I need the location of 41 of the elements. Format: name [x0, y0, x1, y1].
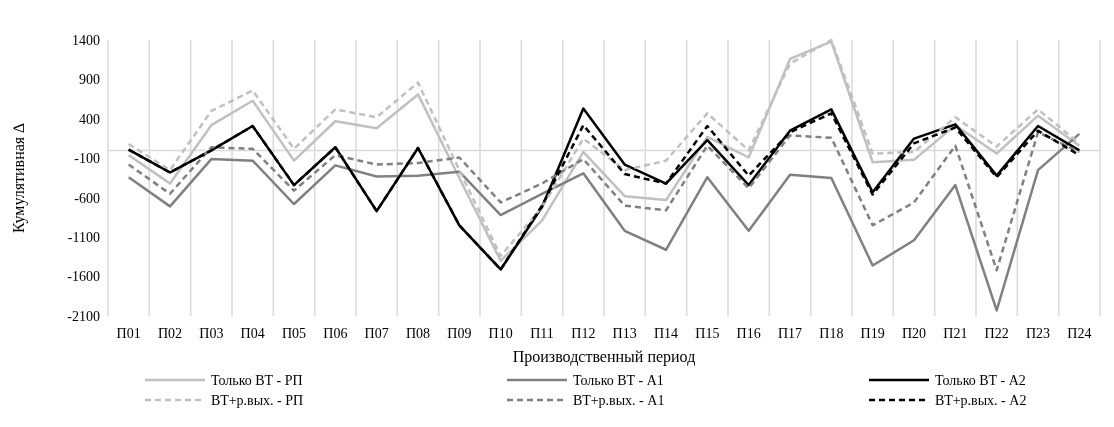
x-tick-label: П20: [901, 326, 927, 341]
x-tick-label: П12: [571, 326, 596, 341]
x-tick-label: П05: [281, 326, 307, 341]
y-axis-title: Кумулятивная ∆: [10, 122, 28, 233]
x-tick-label: П14: [653, 326, 679, 341]
x-tick-label: П13: [612, 326, 637, 341]
x-tick-label: П03: [199, 326, 224, 341]
legend-label: ВТ+р.вых. - А2: [935, 392, 1027, 408]
x-tick-label: П18: [819, 326, 844, 341]
x-tick-label: П21: [943, 326, 968, 341]
line-series: [127, 132, 1081, 312]
x-tick-label: П17: [777, 326, 803, 341]
x-tick-label: П01: [116, 326, 141, 341]
y-tick-label: -100: [74, 151, 100, 167]
legend-label: Только ВТ - РП: [211, 372, 303, 388]
y-tick-label: 1400: [72, 32, 100, 48]
x-tick-label: П11: [530, 326, 554, 341]
x-axis-title: Производственный период: [512, 348, 696, 366]
x-tick-label: П08: [405, 326, 431, 341]
x-tick-label: П23: [1025, 326, 1051, 341]
y-tick-label: -1600: [67, 269, 100, 285]
legend-label: Только ВТ - А1: [573, 372, 664, 388]
x-tick-label: П07: [364, 326, 389, 341]
x-tick-label: П10: [488, 326, 513, 341]
legend-label: ВТ+р.вых. - А1: [573, 392, 665, 408]
x-tick-label: П09: [447, 326, 472, 341]
y-tick-label: -600: [74, 190, 100, 206]
x-tick-label: П22: [984, 326, 1009, 341]
y-tick-label: -1100: [67, 230, 100, 246]
x-tick-label: П06: [323, 326, 348, 341]
x-tick-label: П24: [1067, 326, 1092, 341]
legend-label: ВТ+р.вых. - РП: [211, 392, 304, 408]
legend-label: Только ВТ - А2: [935, 372, 1026, 388]
x-tick-label: П15: [695, 326, 720, 341]
x-tick-label: П02: [157, 326, 183, 341]
x-tick-label: П04: [240, 326, 265, 341]
y-tick-label: 900: [79, 72, 100, 88]
x-tick-label: П19: [860, 326, 885, 341]
x-tick-label: П16: [736, 326, 761, 341]
y-tick-label: 400: [79, 111, 100, 127]
y-tick-label: -2100: [67, 308, 100, 324]
